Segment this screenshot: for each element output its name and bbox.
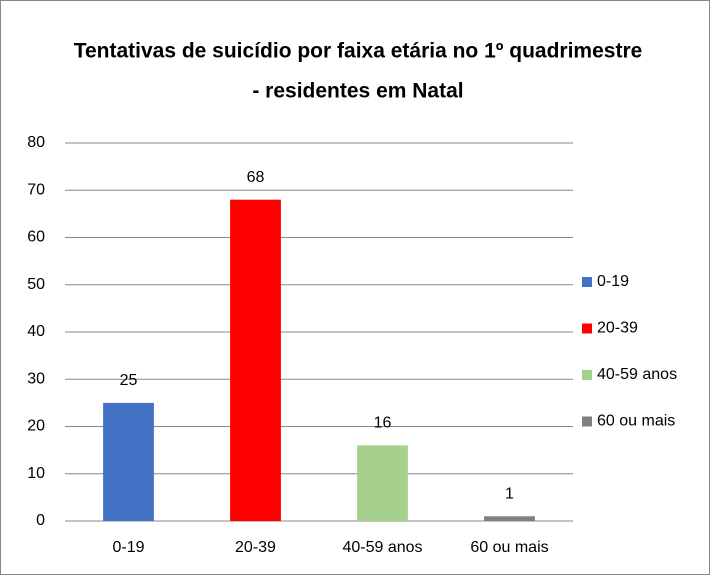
bar xyxy=(103,402,154,521)
bar xyxy=(230,199,281,521)
x-tick-label: 20-39 xyxy=(235,539,276,556)
data-label: 25 xyxy=(120,372,138,389)
legend-swatch xyxy=(582,323,592,334)
legend-swatch xyxy=(582,277,592,287)
legend-label: 20-39 xyxy=(597,320,638,337)
y-tick-label: 10 xyxy=(27,465,45,482)
x-tick-label: 60 ou mais xyxy=(470,539,548,556)
bar xyxy=(484,516,535,521)
y-tick-label: 0 xyxy=(36,512,45,529)
legend-label: 60 ou mais xyxy=(597,413,675,430)
y-tick-label: 70 xyxy=(27,181,45,198)
legend-swatch xyxy=(582,370,592,380)
data-label: 16 xyxy=(374,415,392,432)
legend-swatch xyxy=(582,416,592,427)
chart-title: - residentes em Natal xyxy=(252,80,463,103)
chart-title: Tentativas de suicídio por faixa etária … xyxy=(74,40,643,63)
x-tick-label: 0-19 xyxy=(112,539,144,556)
data-label: 1 xyxy=(505,485,514,502)
y-tick-label: 80 xyxy=(27,134,45,151)
x-tick-label: 40-59 anos xyxy=(342,539,422,556)
y-tick-label: 30 xyxy=(27,370,45,387)
data-label: 68 xyxy=(247,169,265,186)
y-tick-label: 60 xyxy=(27,229,45,246)
legend-label: 0-19 xyxy=(597,273,629,290)
y-tick-label: 20 xyxy=(27,418,45,435)
legend-label: 40-59 anos xyxy=(597,366,677,383)
bar xyxy=(357,445,408,521)
y-tick-label: 40 xyxy=(27,323,45,340)
y-tick-label: 50 xyxy=(27,276,45,293)
